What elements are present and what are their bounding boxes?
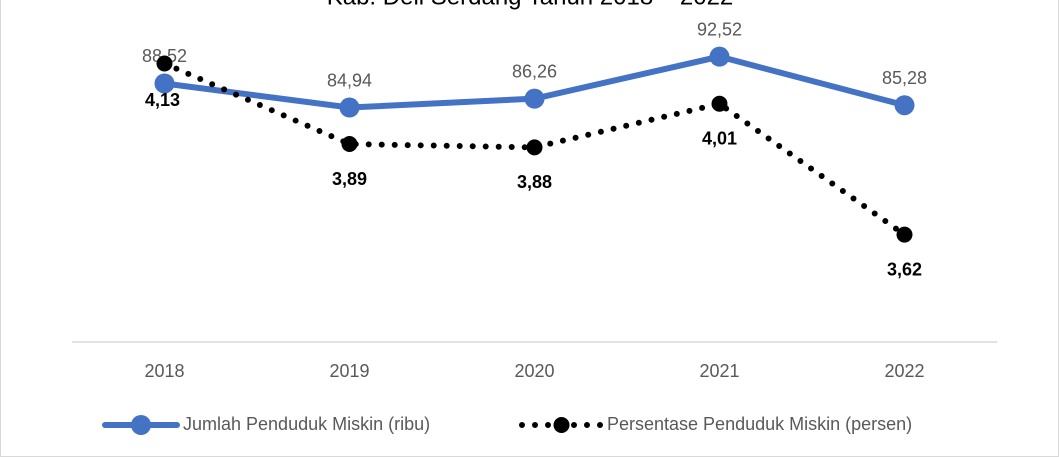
- series-line: [161, 60, 908, 238]
- data-label: 85,28: [882, 68, 927, 88]
- data-point: [896, 226, 913, 243]
- data-label: 4,01: [702, 129, 737, 149]
- legend-label: Persentase Penduduk Miskin (persen): [607, 414, 912, 434]
- data-point: [339, 97, 360, 118]
- data-label: 86,26: [512, 61, 557, 81]
- x-tick-label: 2021: [699, 361, 739, 381]
- data-point: [341, 136, 358, 153]
- x-tick-label: 2020: [514, 361, 554, 381]
- data-label: 3,88: [517, 172, 552, 192]
- data-point: [711, 95, 728, 112]
- data-label: 3,89: [332, 169, 367, 189]
- data-label: 84,94: [327, 70, 372, 90]
- legend-label: Jumlah Penduduk Miskin (ribu): [183, 414, 430, 434]
- data-point: [709, 46, 730, 67]
- data-point: [156, 55, 173, 72]
- x-tick-label: 2022: [884, 361, 924, 381]
- chart-title: Kab. Deli Serdang Tahun 2018 – 2022: [327, 0, 734, 10]
- data-label: 3,62: [887, 259, 922, 279]
- x-tick-label: 2018: [144, 361, 184, 381]
- data-label: 4,13: [145, 90, 180, 110]
- legend-marker: [131, 415, 151, 435]
- data-label: 92,52: [697, 19, 742, 39]
- data-point: [526, 139, 543, 156]
- x-tick-label: 2019: [329, 361, 369, 381]
- legend-marker: [553, 417, 570, 433]
- data-point: [524, 88, 545, 109]
- data-point: [154, 73, 175, 94]
- data-point: [894, 95, 915, 116]
